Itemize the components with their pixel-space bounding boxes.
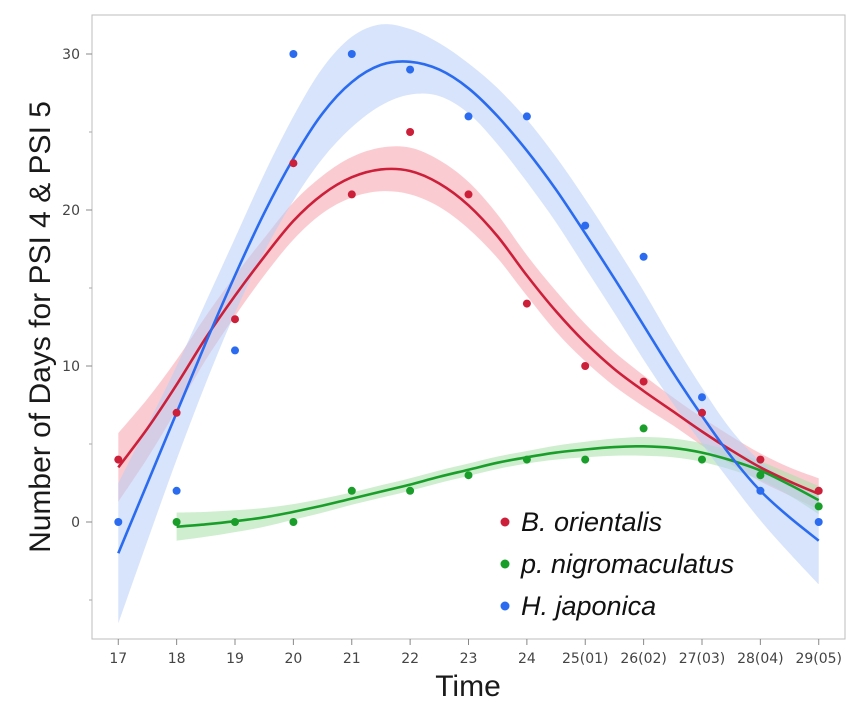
- point-p-nigromaculatus: [581, 455, 590, 464]
- point-p-nigromaculatus: [756, 471, 765, 480]
- x-tick-label: 19: [226, 651, 244, 667]
- legend-label: H. japonica: [521, 591, 656, 621]
- point-h-japonica: [347, 50, 356, 58]
- legend: B. orientalis p. nigromaculatus H. japonic…: [500, 507, 734, 621]
- point-b-orientalis: [522, 299, 531, 308]
- band-b-orientalis: [118, 146, 819, 510]
- point-b-orientalis: [406, 128, 415, 136]
- point-h-japonica: [756, 486, 765, 495]
- point-p-nigromaculatus: [639, 424, 648, 433]
- legend-swatch: [500, 601, 510, 611]
- point-b-orientalis: [756, 455, 765, 464]
- point-h-japonica: [172, 486, 181, 495]
- point-h-japonica: [581, 221, 590, 230]
- x-axis: 17 18 19 20 21 22 23 24 25(01) 26(02) 27(03) 28(04)…: [109, 639, 842, 667]
- x-tick-label: 29(05): [795, 651, 842, 667]
- point-b-orientalis: [464, 190, 473, 199]
- point-h-japonica: [231, 346, 239, 355]
- x-tick-label: 24: [518, 651, 536, 667]
- point-p-nigromaculatus: [522, 455, 531, 464]
- x-tick-label: 17: [109, 651, 127, 667]
- y-tick-label: 0: [71, 515, 80, 531]
- point-p-nigromaculatus: [464, 471, 473, 480]
- fit-line-b-orientalis: [117, 167, 820, 496]
- point-h-japonica: [289, 50, 298, 58]
- point-p-nigromaculatus: [231, 518, 239, 526]
- legend-swatch: [500, 559, 510, 569]
- point-h-japonica: [406, 65, 415, 74]
- x-tick-label: 18: [168, 651, 186, 667]
- point-p-nigromaculatus: [406, 486, 415, 495]
- point-h-japonica: [639, 252, 648, 261]
- x-axis-title: Time: [435, 670, 501, 703]
- x-tick-label: 28(04): [737, 651, 784, 667]
- point-b-orientalis: [172, 408, 181, 417]
- point-p-nigromaculatus: [172, 518, 181, 526]
- band-p-nigromaculatus: [176, 437, 819, 541]
- legend-label: p. nigromaculatus: [520, 549, 734, 579]
- x-tick-label: 27(03): [679, 651, 726, 667]
- point-h-japonica: [814, 518, 823, 526]
- legend-label: B. orientalis: [521, 507, 662, 537]
- point-b-orientalis: [289, 159, 298, 168]
- fit-line-p-nigromaculatus: [176, 444, 820, 528]
- y-axis-title: Number of Days for PSI 4 & PSI 5: [24, 101, 57, 553]
- point-b-orientalis: [581, 362, 590, 370]
- x-tick-label: 25(01): [562, 651, 609, 667]
- x-tick-label: 26(02): [620, 651, 667, 667]
- point-h-japonica: [114, 518, 123, 526]
- x-tick-label: 23: [460, 651, 478, 667]
- point-b-orientalis: [814, 486, 823, 495]
- point-p-nigromaculatus: [347, 486, 356, 495]
- x-tick-label: 20: [284, 651, 302, 667]
- point-b-orientalis: [639, 377, 648, 386]
- point-h-japonica: [698, 393, 706, 402]
- point-b-orientalis: [114, 455, 123, 464]
- y-tick-label: 10: [62, 359, 80, 375]
- y-tick-label: 20: [62, 203, 80, 219]
- band-h-japonica: [118, 24, 819, 624]
- point-b-orientalis: [347, 190, 356, 199]
- point-b-orientalis: [231, 315, 239, 324]
- point-h-japonica: [464, 112, 473, 121]
- x-tick-label: 22: [401, 651, 419, 667]
- y-tick-label: 30: [62, 47, 80, 63]
- legend-swatch: [500, 517, 510, 527]
- y-axis: 0 10 20 30: [62, 47, 92, 601]
- point-p-nigromaculatus: [814, 502, 823, 511]
- point-h-japonica: [522, 112, 531, 121]
- point-b-orientalis: [698, 408, 706, 417]
- data-points: [114, 50, 823, 526]
- x-tick-label: 21: [343, 651, 361, 667]
- confidence-bands: [118, 24, 819, 624]
- point-p-nigromaculatus: [698, 455, 706, 464]
- point-p-nigromaculatus: [289, 518, 298, 526]
